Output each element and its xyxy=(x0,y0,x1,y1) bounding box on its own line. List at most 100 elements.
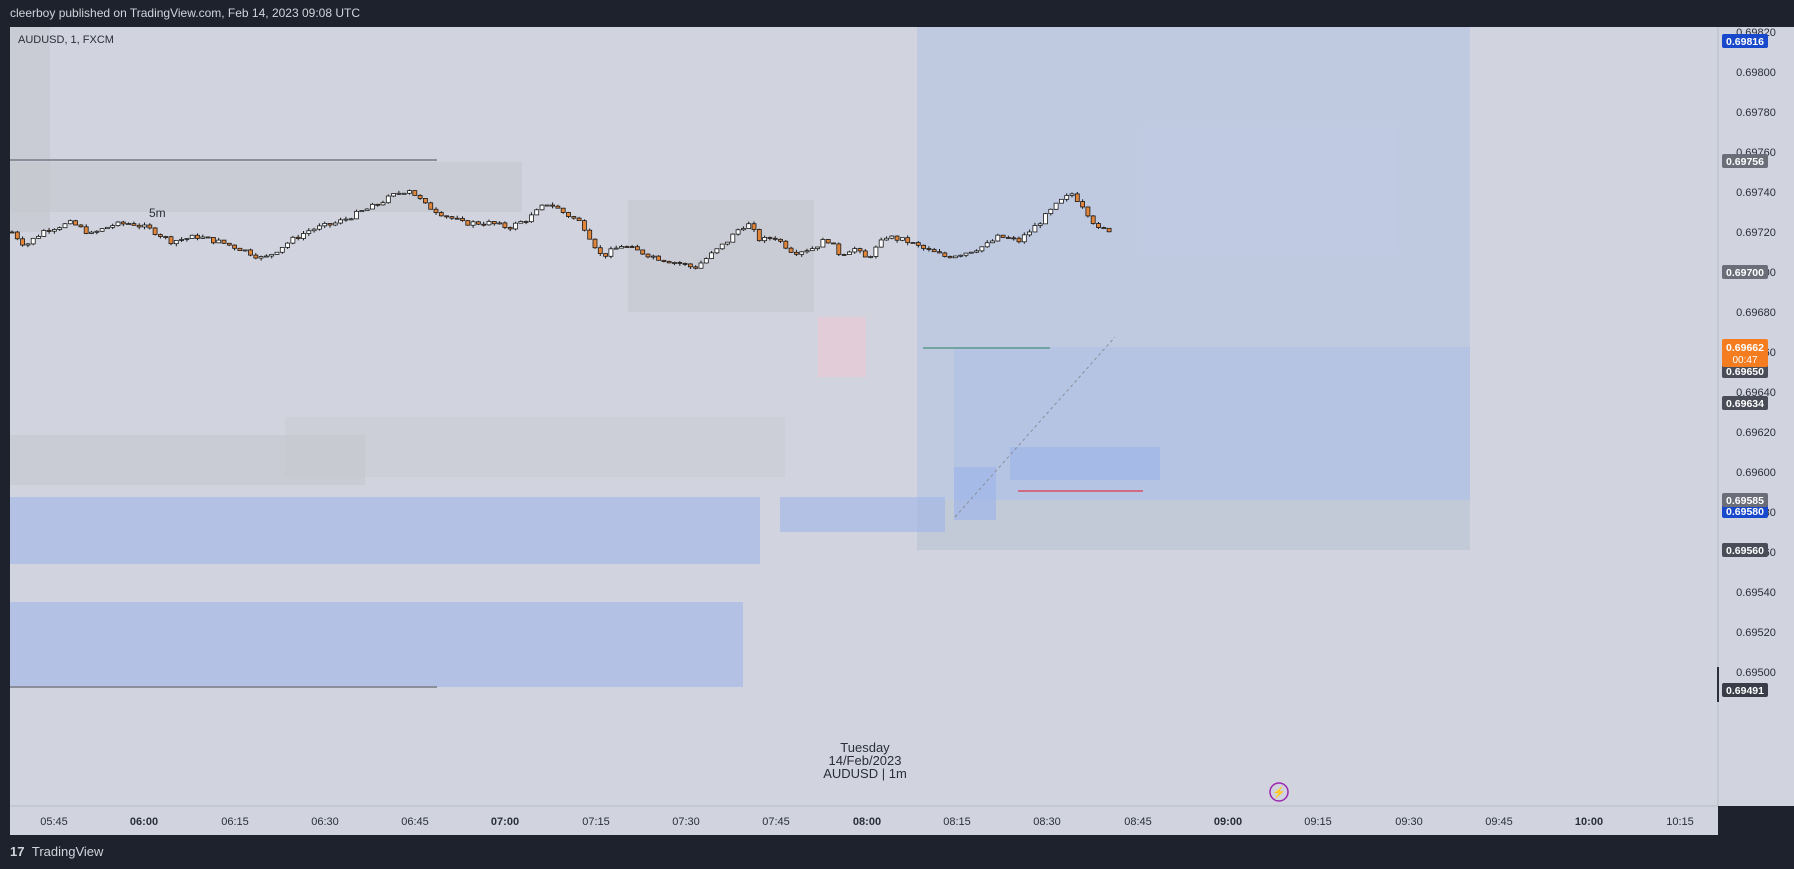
candle[interactable] xyxy=(629,246,635,248)
candle[interactable] xyxy=(518,221,524,224)
zone-grey-top[interactable] xyxy=(10,162,522,212)
candle[interactable] xyxy=(444,215,450,218)
candle[interactable] xyxy=(332,222,338,226)
candle[interactable] xyxy=(99,228,105,232)
candle[interactable] xyxy=(968,251,974,254)
candle[interactable] xyxy=(401,192,407,195)
candle[interactable] xyxy=(200,236,206,239)
candle[interactable] xyxy=(62,223,68,229)
candle[interactable] xyxy=(290,236,296,244)
candle[interactable] xyxy=(597,247,603,254)
candle[interactable] xyxy=(661,259,667,262)
candle[interactable] xyxy=(825,239,831,244)
candle[interactable] xyxy=(783,240,789,249)
candle[interactable] xyxy=(354,210,359,220)
candle[interactable] xyxy=(756,229,762,242)
candle[interactable] xyxy=(359,210,365,213)
candle[interactable] xyxy=(608,248,614,257)
candle[interactable] xyxy=(878,239,884,248)
candle[interactable] xyxy=(438,212,444,217)
zone-pink[interactable] xyxy=(818,317,866,377)
candle[interactable] xyxy=(428,202,434,210)
candle[interactable] xyxy=(502,222,508,228)
candle[interactable] xyxy=(910,242,916,244)
candle[interactable] xyxy=(348,218,354,221)
candle[interactable] xyxy=(285,242,291,248)
candle[interactable] xyxy=(587,229,593,240)
candle[interactable] xyxy=(396,192,402,195)
candle[interactable] xyxy=(529,214,534,223)
candle[interactable] xyxy=(105,226,110,230)
candle[interactable] xyxy=(258,256,264,259)
candle[interactable] xyxy=(412,190,418,196)
candle[interactable] xyxy=(550,204,555,207)
candle[interactable] xyxy=(571,216,577,219)
candle[interactable] xyxy=(52,229,57,232)
candle[interactable] xyxy=(375,203,381,206)
candle[interactable] xyxy=(295,236,301,239)
candle[interactable] xyxy=(184,238,190,240)
candle[interactable] xyxy=(894,235,900,241)
candle[interactable] xyxy=(645,253,651,258)
candle[interactable] xyxy=(1096,223,1101,228)
candle[interactable] xyxy=(709,252,714,259)
candle[interactable] xyxy=(640,249,646,255)
candle[interactable] xyxy=(513,222,518,230)
candle[interactable] xyxy=(481,223,487,226)
candle[interactable] xyxy=(142,224,147,228)
candle[interactable] xyxy=(762,237,767,242)
candle[interactable] xyxy=(741,228,746,231)
candle[interactable] xyxy=(905,237,911,244)
candle[interactable] xyxy=(1006,237,1011,239)
candle[interactable] xyxy=(703,258,709,264)
candle[interactable] xyxy=(650,255,656,258)
candle[interactable] xyxy=(1101,227,1107,229)
candle[interactable] xyxy=(449,216,455,219)
candle[interactable] xyxy=(656,255,661,261)
candle[interactable] xyxy=(20,238,26,246)
candle[interactable] xyxy=(963,252,969,256)
candle[interactable] xyxy=(385,195,391,204)
candle[interactable] xyxy=(772,237,778,240)
candle[interactable] xyxy=(984,242,990,248)
candle[interactable] xyxy=(30,237,36,245)
candle[interactable] xyxy=(942,252,948,257)
candle[interactable] xyxy=(263,255,269,258)
candle[interactable] xyxy=(693,266,699,269)
candle[interactable] xyxy=(979,246,985,252)
candle[interactable] xyxy=(221,239,227,244)
candle[interactable] xyxy=(1016,237,1022,243)
candle[interactable] xyxy=(497,222,503,225)
candle[interactable] xyxy=(322,222,328,227)
candle[interactable] xyxy=(698,262,704,269)
candle[interactable] xyxy=(592,238,598,249)
candle[interactable] xyxy=(157,234,163,237)
candle[interactable] xyxy=(232,244,238,249)
candle[interactable] xyxy=(216,239,222,244)
candle[interactable] xyxy=(1074,193,1080,202)
candle[interactable] xyxy=(619,246,624,249)
candle[interactable] xyxy=(666,261,672,264)
zone-grey-low[interactable] xyxy=(10,435,365,485)
zone-blue-bottom[interactable] xyxy=(10,497,760,564)
candle[interactable] xyxy=(465,220,471,226)
candle[interactable] xyxy=(799,251,805,255)
candle[interactable] xyxy=(226,242,232,246)
candle[interactable] xyxy=(947,256,953,259)
candle[interactable] xyxy=(1085,206,1091,217)
candle[interactable] xyxy=(884,237,889,241)
candle[interactable] xyxy=(57,227,63,230)
candle[interactable] xyxy=(41,230,47,237)
candle[interactable] xyxy=(778,238,783,242)
candle[interactable] xyxy=(205,236,211,239)
flash-icon[interactable] xyxy=(1269,782,1289,802)
candle[interactable] xyxy=(539,204,545,211)
zone-grey-low2[interactable] xyxy=(285,417,785,477)
candle[interactable] xyxy=(682,263,688,265)
zone-blue-deep[interactable] xyxy=(10,602,743,687)
candle[interactable] xyxy=(486,221,492,226)
candle[interactable] xyxy=(995,234,1001,242)
candle[interactable] xyxy=(953,255,958,259)
candle[interactable] xyxy=(391,193,397,197)
candle[interactable] xyxy=(873,246,879,257)
